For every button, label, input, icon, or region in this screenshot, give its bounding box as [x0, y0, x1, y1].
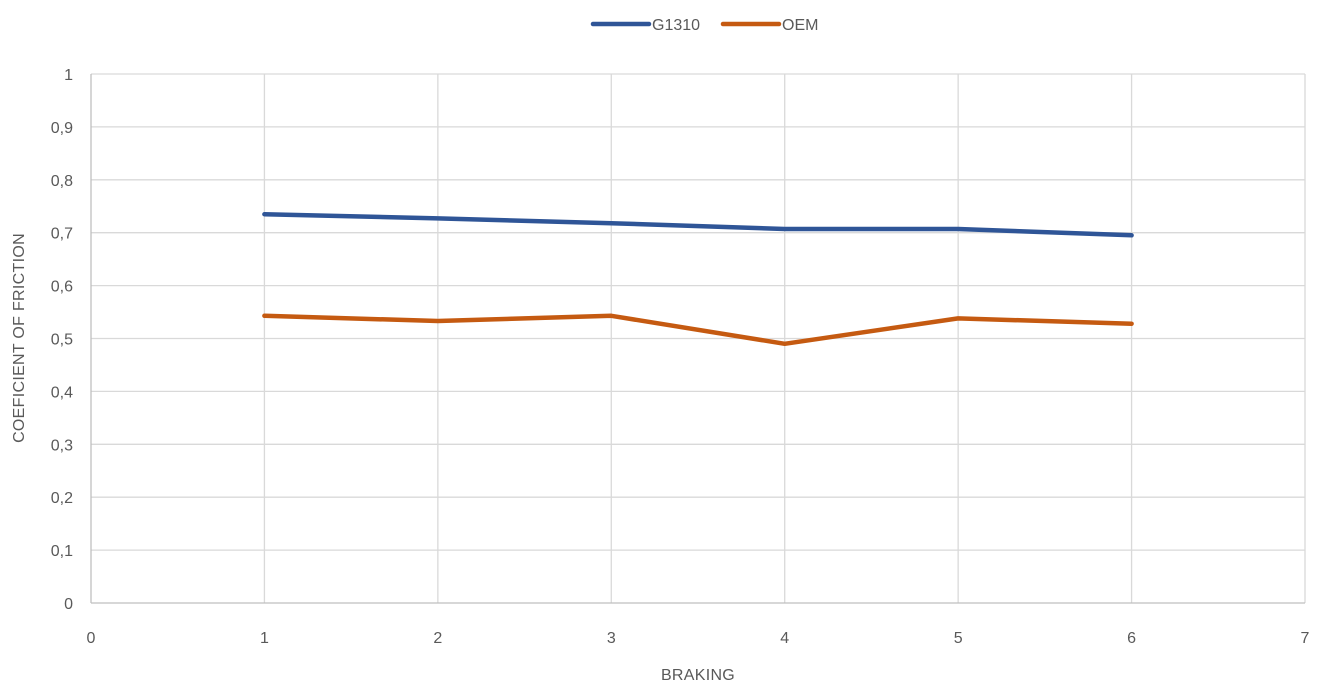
x-tick-label: 1 — [260, 630, 269, 647]
y-tick-label: 0 — [64, 596, 73, 613]
y-tick-label: 0,4 — [51, 384, 73, 401]
y-tick-label: 0,1 — [51, 543, 73, 560]
y-tick-label: 1 — [64, 67, 73, 84]
legend-label: G1310 — [652, 17, 700, 34]
y-tick-label: 0,5 — [51, 332, 73, 349]
x-tick-label: 7 — [1301, 630, 1310, 647]
legend-item-g1310: G1310 — [590, 17, 700, 34]
y-tick-label: 0,2 — [51, 490, 73, 507]
x-tick-label: 5 — [954, 630, 963, 647]
gridlines — [91, 73, 1306, 603]
y-tick-label: 0,6 — [51, 279, 73, 296]
y-tick-label: 0,3 — [51, 437, 73, 454]
y-tick-label: 0,7 — [51, 226, 73, 243]
series-line-oem — [262, 313, 1134, 347]
axes — [90, 74, 1305, 604]
tick-labels: 0 0,1 0,2 0,3 0,4 0,5 0,6 0,7 0,8 0,9 1 0 1 2 3 4 5 6 7 — [51, 67, 1310, 647]
x-axis-title: BRAKING — [661, 667, 735, 682]
x-tick-label: 0 — [87, 630, 96, 647]
series-line-g1310 — [262, 211, 1134, 238]
x-tick-label: 2 — [433, 630, 442, 647]
legend-item-oem: OEM — [720, 17, 818, 34]
y-tick-label: 0,8 — [51, 173, 73, 190]
series-group — [262, 211, 1134, 347]
legend-label: OEM — [782, 17, 818, 34]
x-tick-label: 4 — [780, 630, 789, 647]
x-tick-label: 6 — [1127, 630, 1136, 647]
x-tick-label: 3 — [607, 630, 616, 647]
y-tick-label: 0,9 — [51, 120, 73, 137]
y-axis-title: COEFICIENT OF FRICTION — [11, 233, 28, 443]
legend: G1310 OEM — [590, 17, 818, 34]
